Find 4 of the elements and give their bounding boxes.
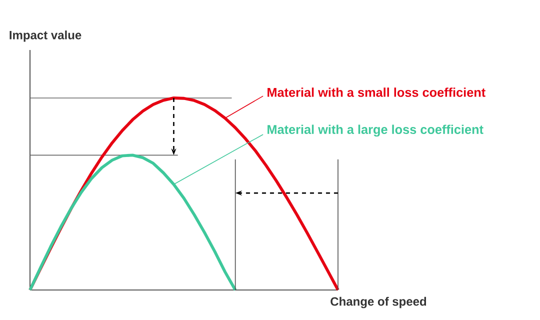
text: Material with a large loss coefficient [268,124,484,137]
y-axis-title: Impact value [10,30,82,42]
text: Material with a small loss coefficient [268,88,486,97]
x-axis-title: Change of speed [330,296,426,308]
